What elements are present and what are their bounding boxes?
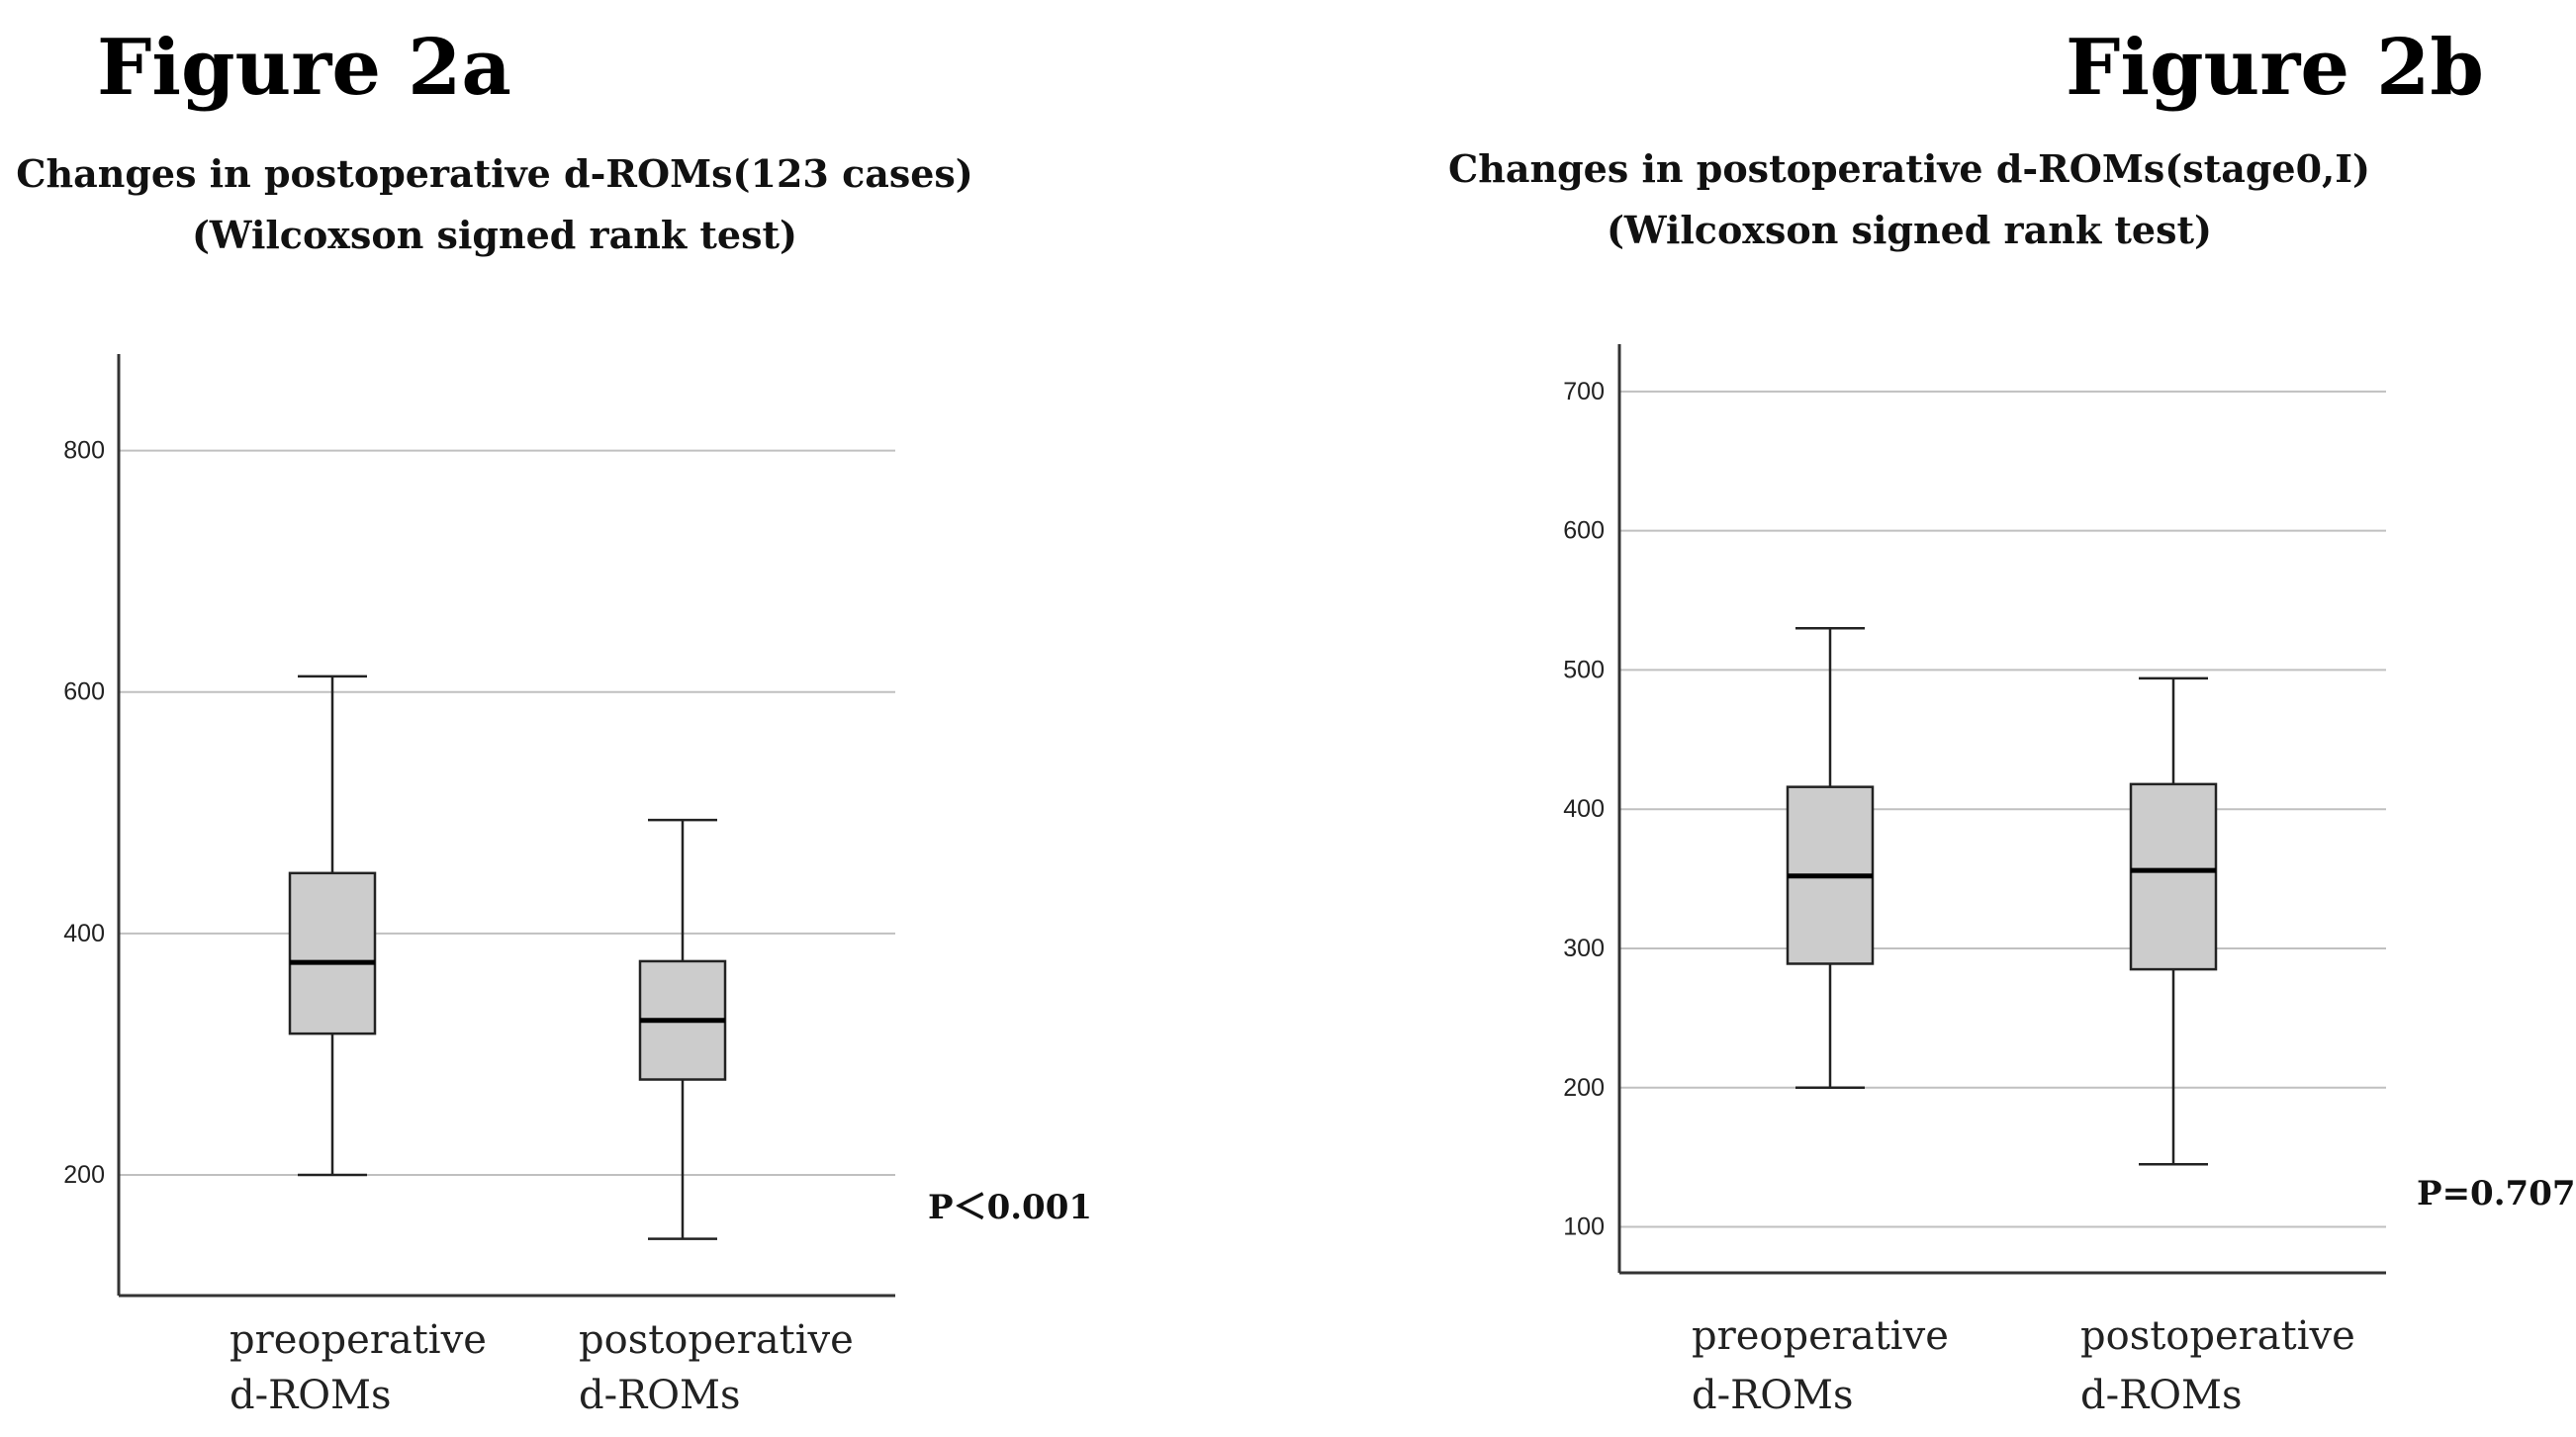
p-value-annotation: P＜0.001 xyxy=(928,1188,1092,1227)
y-tick-label: 200 xyxy=(63,1161,105,1189)
y-tick-label: 300 xyxy=(1563,935,1605,962)
chart-title-main: Changes in postoperative d-ROMs(123 case… xyxy=(16,151,973,196)
figure-label: Figure 2a xyxy=(97,23,511,113)
iqr-box xyxy=(2129,782,2218,971)
figure-2b-panel: Figure 2b Changes in postoperative d-ROM… xyxy=(1365,0,2576,1437)
boxplot-chart-a: 200 400 600 800 preoperative d-ROMs postoperat… xyxy=(63,354,1092,1418)
y-tick-label: 600 xyxy=(63,678,105,706)
x-category-label: d-ROMs xyxy=(1692,1373,1854,1418)
y-tick-label: 800 xyxy=(63,437,105,465)
chart-subtitle: (Wilcoxson signed rank test) xyxy=(1606,208,2213,252)
y-tick-label: 400 xyxy=(63,920,105,947)
chart-title: Changes in postoperative d-ROMs(123 case… xyxy=(0,143,989,266)
y-tick-label: 400 xyxy=(1563,795,1605,823)
x-category-label: postoperative xyxy=(579,1317,854,1363)
x-category-label: postoperative xyxy=(2080,1313,2355,1359)
y-tick-label: 700 xyxy=(1563,378,1605,405)
boxplot-chart-b: 100 200 300 400 500 600 700 preoperative d-ROMs p… xyxy=(1563,344,2576,1418)
y-tick-label: 500 xyxy=(1563,656,1605,683)
y-tick-label: 200 xyxy=(1563,1074,1605,1102)
iqr-box xyxy=(288,871,377,1035)
figure-2a-panel: Figure 2a Changes in postoperative d-ROM… xyxy=(0,0,1266,1437)
chart-title: Changes in postoperative d-ROMs(stage0,I… xyxy=(1365,138,2453,261)
x-category-label: d-ROMs xyxy=(230,1373,392,1418)
x-category-label: preoperative xyxy=(1692,1313,1949,1359)
y-tick-label: 600 xyxy=(1563,517,1605,545)
y-tick-label: 100 xyxy=(1563,1213,1605,1241)
chart-subtitle: (Wilcoxson signed rank test) xyxy=(191,213,798,257)
figure-label: Figure 2b xyxy=(2066,23,2484,113)
x-category-label: preoperative xyxy=(230,1317,487,1363)
p-value-annotation: P=0.707 xyxy=(2417,1174,2576,1213)
chart-title-main: Changes in postoperative d-ROMs(stage0,I… xyxy=(1447,146,2371,191)
x-category-label: d-ROMs xyxy=(579,1373,741,1418)
x-category-label: d-ROMs xyxy=(2080,1373,2243,1418)
